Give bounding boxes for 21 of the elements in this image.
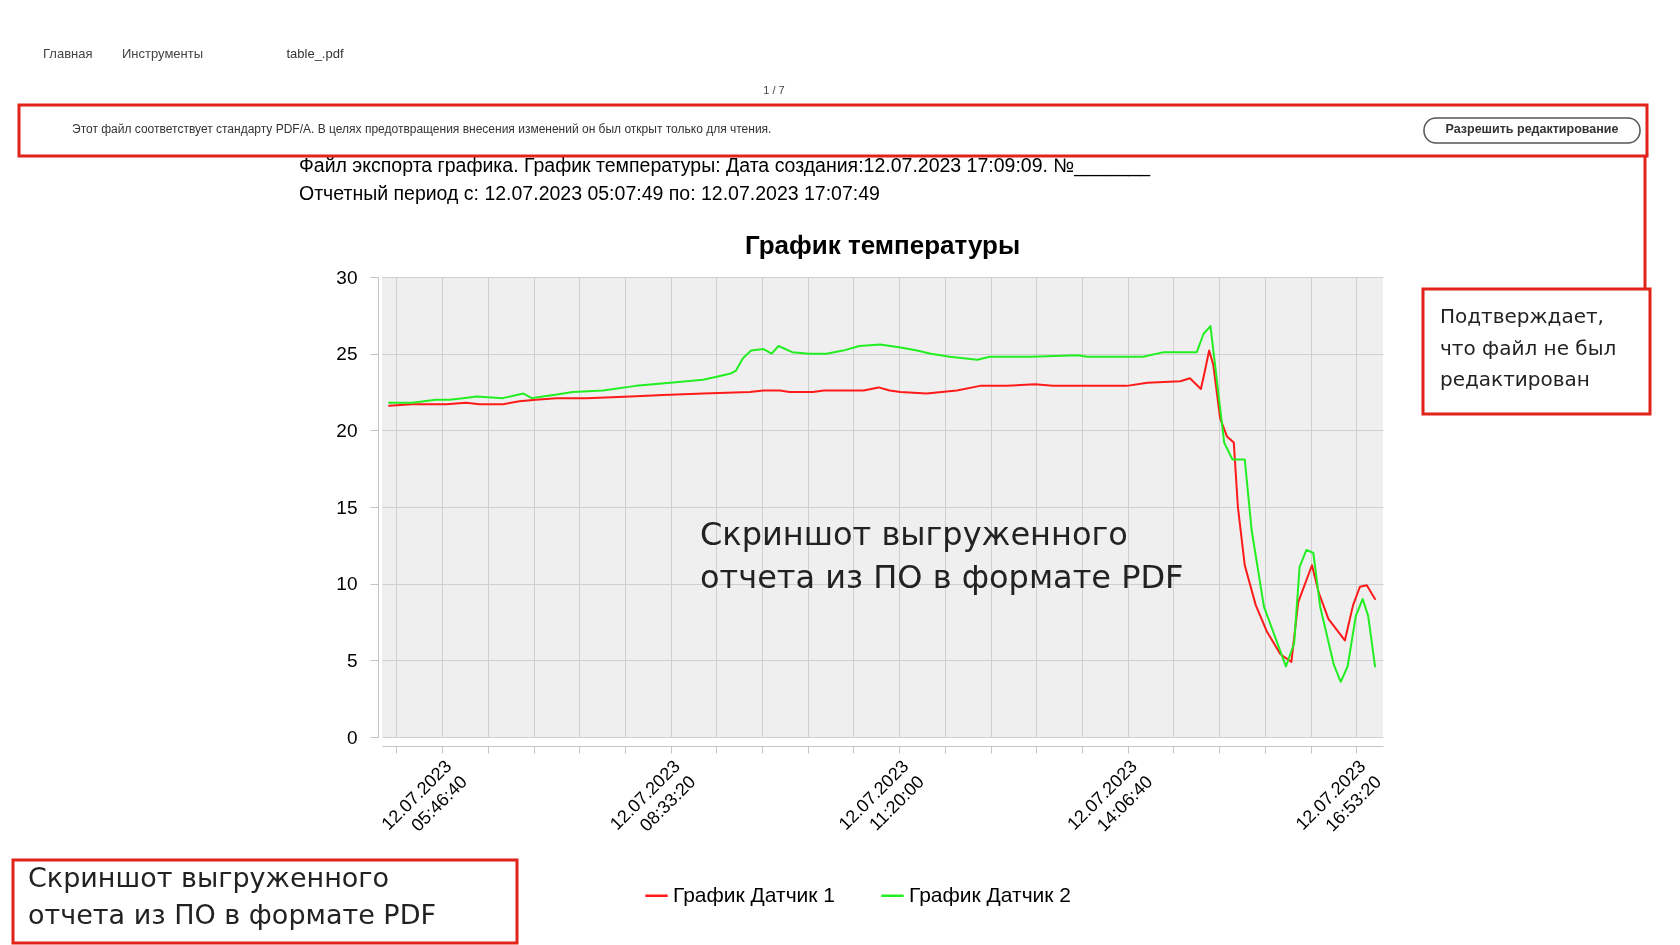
y-tick-label: 15 xyxy=(336,496,358,518)
text: Разрешить редактирование xyxy=(1445,122,1619,136)
chart-title: График температуры xyxy=(744,230,1021,260)
text: table_.pdf xyxy=(286,46,344,61)
text: Главная xyxy=(43,46,93,61)
text: Этот файл соответствует стандарту PDF/A. В целях предотвращения внесения изменений он был открыт только для чтения. xyxy=(72,122,772,136)
y-tick-label: 5 xyxy=(346,649,358,671)
y-tick-label: 20 xyxy=(336,419,358,441)
legend-label: График Датчик 2 xyxy=(909,882,1072,906)
text: 1 / 7 xyxy=(763,84,785,96)
text: Подтверждает, что файл не был редактирован xyxy=(1440,304,1617,391)
text: Скриншот выгруженного отчета из ПО в формате PDF xyxy=(28,862,436,930)
y-tick-label: 25 xyxy=(336,343,358,365)
text: Отчетный период с: 12.07.2023 05:07:49 по: 12.07.2023 17:07:49 xyxy=(299,182,880,204)
y-tick-label: 30 xyxy=(336,266,358,288)
legend-label: График Датчик 1 xyxy=(673,882,836,906)
text: Инструменты xyxy=(122,46,204,61)
y-tick-label: 0 xyxy=(346,726,358,748)
text: Файл экспорта графика. График температуры: Дата создания:12.07.2023 17:09:09. №_______ xyxy=(299,154,1152,177)
y-tick-label: 10 xyxy=(336,573,358,595)
annotation: Скриншот выгруженного отчета из ПО в формате PDF xyxy=(700,515,1184,596)
